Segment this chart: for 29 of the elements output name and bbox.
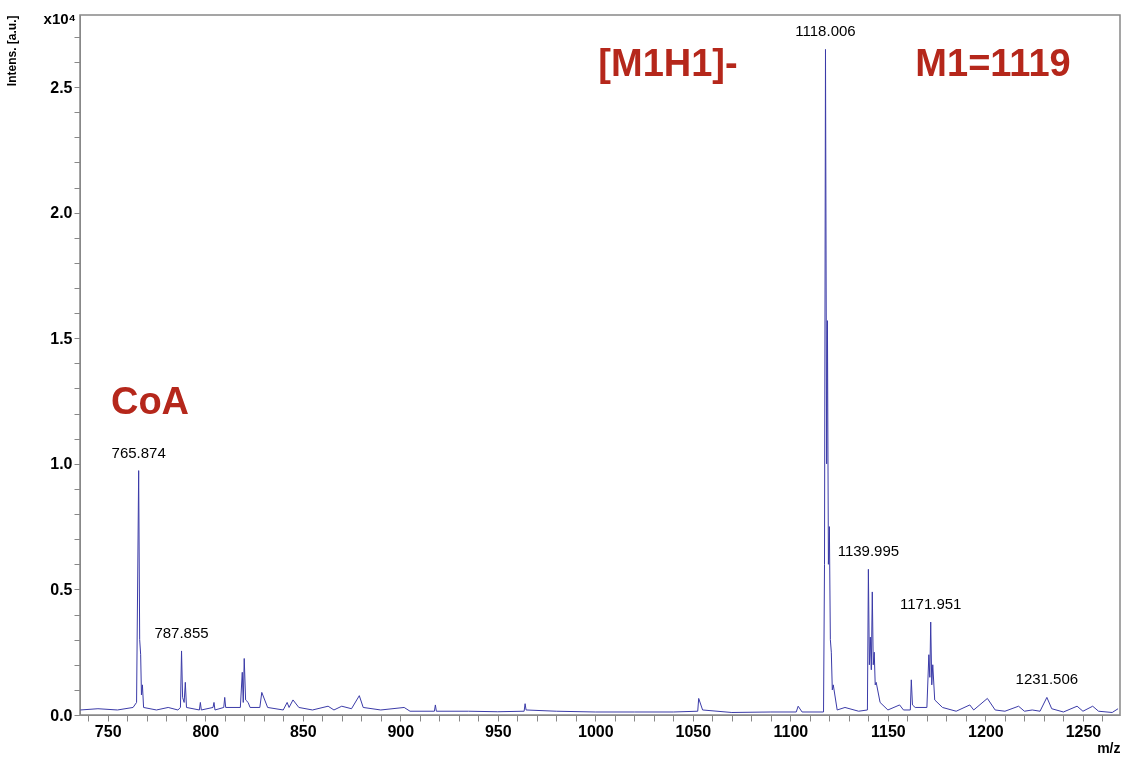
annotation: 1118.006 — [795, 22, 856, 40]
x-tick-label: 1000 — [578, 722, 614, 740]
x-tick-label: 950 — [484, 722, 512, 740]
annotation: M1=1119 — [915, 42, 1071, 84]
y-tick-label: 1.5 — [50, 329, 73, 347]
y-tick-label: 2.0 — [50, 204, 73, 222]
text: x10⁴ — [43, 10, 76, 27]
y-tick-label: 1.0 — [50, 455, 73, 473]
x-tick-label: 750 — [94, 722, 122, 740]
annotation: 1139.995 — [837, 542, 900, 560]
annotation: 787.855 — [154, 623, 209, 641]
x-tick-label: 1150 — [871, 722, 906, 740]
y-tick-label: 0.5 — [50, 580, 73, 598]
annotation: 765.874 — [111, 443, 166, 461]
x-tick-label: 850 — [289, 722, 317, 740]
x-tick-label: 800 — [192, 722, 220, 740]
x-tick-label: 900 — [387, 722, 415, 740]
x-tick-label: 1100 — [773, 722, 809, 740]
annotation: 1231.506 — [1015, 670, 1079, 688]
y-axis-title: Intens. [a.u.] — [4, 15, 19, 87]
x-tick-label: 1250 — [1065, 722, 1102, 740]
annotation: 1171.951 — [899, 595, 962, 613]
x-tick-label: 1050 — [675, 722, 712, 740]
y-tick-label: 2.5 — [50, 78, 73, 96]
annotation: [M1H1]- — [598, 42, 738, 84]
x-axis-title: m/z — [1097, 739, 1121, 756]
annotation: CoA — [110, 380, 190, 422]
x-tick-label: 1200 — [968, 722, 1004, 740]
y-tick-label: 0.0 — [50, 706, 73, 724]
